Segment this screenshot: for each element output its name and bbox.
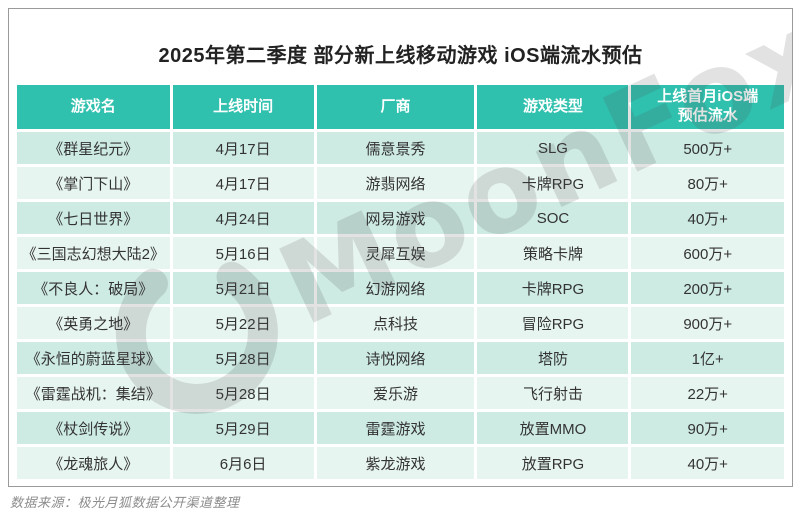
col-header-game-name: 游戏名 xyxy=(17,85,170,129)
table-cell: 900万+ xyxy=(631,307,784,339)
table-cell: 4月24日 xyxy=(172,202,314,234)
table-cell: 《不良人：破局》 xyxy=(17,272,170,304)
table-cell: 5月28日 xyxy=(172,342,314,374)
table-cell: 200万+ xyxy=(631,272,784,304)
table-cell: 诗悦网络 xyxy=(316,342,475,374)
table-cell: 40万+ xyxy=(631,447,784,479)
page-title: 2025年第二季度 部分新上线移动游戏 iOS端流水预估 xyxy=(158,45,643,67)
table-row: 《雷霆战机：集结》 5月28日 爱乐游 飞行射击 22万+ xyxy=(17,377,784,409)
table-body: 《群星纪元》 4月17日 儒意景秀 SLG 500万+ 《掌门下山》 4月17日 游翡网络 卡牌… xyxy=(17,132,784,479)
col-header-revenue: 上线首月iOS端 预估流水 xyxy=(631,85,784,129)
table-cell: 《永恒的蔚蓝星球》 xyxy=(17,342,170,374)
table-cell: SLG xyxy=(477,132,629,164)
table-row: 《七日世界》 4月24日 网易游戏 SOC 40万+ xyxy=(17,202,784,234)
table-cell: 《龙魂旅人》 xyxy=(17,447,170,479)
table-row: 《杖剑传说》 5月29日 雷霆游戏 放置MMO 90万+ xyxy=(17,412,784,444)
table-row: 《掌门下山》 4月17日 游翡网络 卡牌RPG 80万+ xyxy=(17,167,784,199)
table-cell: 点科技 xyxy=(316,307,475,339)
table-cell: 5月22日 xyxy=(172,307,314,339)
table-cell: 《七日世界》 xyxy=(17,202,170,234)
table-row: 《群星纪元》 4月17日 儒意景秀 SLG 500万+ xyxy=(17,132,784,164)
table-cell: 灵犀互娱 xyxy=(316,237,475,269)
table-row: 《英勇之地》 5月22日 点科技 冒险RPG 900万+ xyxy=(17,307,784,339)
table-cell: 500万+ xyxy=(631,132,784,164)
table-cell: 飞行射击 xyxy=(477,377,629,409)
table-cell: 1亿+ xyxy=(631,342,784,374)
table-row: 《永恒的蔚蓝星球》 5月28日 诗悦网络 塔防 1亿+ xyxy=(17,342,784,374)
table-row: 《不良人：破局》 5月21日 幻游网络 卡牌RPG 200万+ xyxy=(17,272,784,304)
col-header-genre: 游戏类型 xyxy=(477,85,629,129)
table-cell: 4月17日 xyxy=(172,132,314,164)
table-row: 《三国志幻想大陆2》 5月16日 灵犀互娱 策略卡牌 600万+ xyxy=(17,237,784,269)
table-cell: 放置RPG xyxy=(477,447,629,479)
games-revenue-table: 游戏名 上线时间 厂商 游戏类型 上线首月iOS端 预估流水 《群星纪元》 4月1… xyxy=(14,82,787,482)
table-cell: 6月6日 xyxy=(172,447,314,479)
table-cell: 策略卡牌 xyxy=(477,237,629,269)
report-card: 2025年第二季度 部分新上线移动游戏 iOS端流水预估 游戏名 上线时间 厂商… xyxy=(8,8,793,487)
table-header-row: 游戏名 上线时间 厂商 游戏类型 上线首月iOS端 预估流水 xyxy=(17,85,784,129)
table-cell: 《群星纪元》 xyxy=(17,132,170,164)
col-header-launch-date: 上线时间 xyxy=(172,85,314,129)
table-row: 《龙魂旅人》 6月6日 紫龙游戏 放置RPG 40万+ xyxy=(17,447,784,479)
table-cell: 塔防 xyxy=(477,342,629,374)
table-cell: 《雷霆战机：集结》 xyxy=(17,377,170,409)
table-cell: 90万+ xyxy=(631,412,784,444)
table-header: 游戏名 上线时间 厂商 游戏类型 上线首月iOS端 预估流水 xyxy=(17,85,784,129)
table-cell: 《英勇之地》 xyxy=(17,307,170,339)
table-cell: 爱乐游 xyxy=(316,377,475,409)
table-cell: 《三国志幻想大陆2》 xyxy=(17,237,170,269)
table-cell: 卡牌RPG xyxy=(477,167,629,199)
table-cell: 紫龙游戏 xyxy=(316,447,475,479)
table-cell: 幻游网络 xyxy=(316,272,475,304)
table-cell: 40万+ xyxy=(631,202,784,234)
table-cell: 5月28日 xyxy=(172,377,314,409)
table-cell: 游翡网络 xyxy=(316,167,475,199)
table-cell: SOC xyxy=(477,202,629,234)
col-header-vendor: 厂商 xyxy=(316,85,475,129)
table-cell: 放置MMO xyxy=(477,412,629,444)
data-source-note: 数据来源：极光月狐数据公开渠道整理 xyxy=(10,495,240,510)
table-cell: 雷霆游戏 xyxy=(316,412,475,444)
table-cell: 冒险RPG xyxy=(477,307,629,339)
table-cell: 卡牌RPG xyxy=(477,272,629,304)
table-cell: 5月29日 xyxy=(172,412,314,444)
table-cell: 《杖剑传说》 xyxy=(17,412,170,444)
table-cell: 网易游戏 xyxy=(316,202,475,234)
table-cell: 5月21日 xyxy=(172,272,314,304)
table-cell: 儒意景秀 xyxy=(316,132,475,164)
table-cell: 4月17日 xyxy=(172,167,314,199)
table-cell: 22万+ xyxy=(631,377,784,409)
table-cell: 5月16日 xyxy=(172,237,314,269)
table-cell: 600万+ xyxy=(631,237,784,269)
table-cell: 80万+ xyxy=(631,167,784,199)
table-cell: 《掌门下山》 xyxy=(17,167,170,199)
